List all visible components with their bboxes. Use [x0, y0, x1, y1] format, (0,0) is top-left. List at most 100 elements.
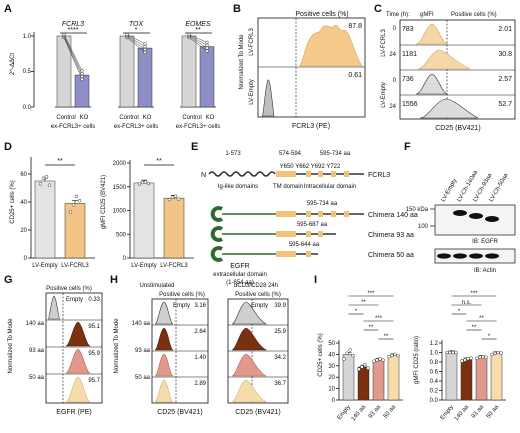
i-right-xtick-label: 93 aa — [471, 404, 486, 420]
c-col-time: Time (h): — [386, 12, 410, 18]
a-pair-line — [188, 34, 208, 43]
c-plot-frame — [399, 19, 516, 120]
d-right-point — [176, 197, 181, 201]
e-ch50-egfr-head — [210, 246, 224, 262]
i-right-y-axis-label: gMFI CD25 (ratio) — [414, 336, 420, 384]
a-bar-eomes-ko — [199, 46, 215, 108]
a-point-control — [62, 32, 66, 37]
a-ytick-2: 1.0 — [23, 34, 32, 40]
i-left-sig-label: ** — [369, 325, 374, 331]
f-actin-1 — [437, 253, 451, 259]
d-right-point — [137, 182, 142, 186]
g-y-axis-label: Normalized To Mode — [8, 318, 14, 374]
a-pair-line — [126, 35, 146, 47]
h-unstim-value-140: 2.64 — [194, 329, 206, 335]
a-point-ko — [80, 71, 84, 76]
h-y-axis-label: Normalized To Mode — [114, 318, 120, 374]
e-itim-2 — [318, 171, 323, 177]
panel-label-e: E — [191, 141, 198, 153]
e-ch93-tm — [276, 231, 296, 237]
g-hist-50 — [65, 376, 91, 403]
f-actin-2 — [453, 253, 467, 259]
d-right-point — [167, 197, 172, 202]
e-egfr-range: (1-654 aa) — [226, 280, 254, 286]
d-left-point — [77, 198, 82, 203]
a-cond-control-1: Control — [56, 115, 75, 121]
i-left-point — [360, 365, 364, 369]
panel-e: 1-573 574-594 595-734 aa Y650 Y662 Y692 … — [201, 151, 418, 286]
i-right-point — [481, 355, 485, 359]
h-stim-x-label: CD25 (BV421) — [235, 409, 281, 416]
i-left-point — [345, 351, 349, 356]
b-plot-frame — [257, 17, 366, 118]
e-range-ig: 1-573 — [225, 151, 241, 157]
c-histogram-2 — [415, 73, 449, 95]
d-left-point — [44, 175, 49, 179]
h-stim-hist-50 — [231, 379, 268, 403]
a-bar-group — [31, 32, 216, 108]
e-n-terminus: N — [201, 172, 206, 179]
d-left-sig: ** — [57, 158, 63, 165]
i-right-point — [499, 351, 503, 355]
a-point-ko — [80, 69, 84, 73]
a-bar-tox-ko — [137, 47, 153, 108]
i-left-ytick-label: 50 — [328, 341, 335, 347]
i-left-ytick-label: 30 — [328, 364, 335, 370]
e-itim-4 — [344, 171, 349, 177]
d-left-bar — [64, 203, 86, 259]
d-right-y-axis-label: gMFI CD25 (BV421) — [101, 175, 107, 229]
e-ch140-egfr-head — [210, 206, 224, 222]
e-ch140-range: 595-734 aa — [307, 201, 338, 207]
h-stim-value-93: 34.2 — [274, 355, 286, 361]
h-stim-value-50: 36.7 — [274, 381, 286, 387]
f-blot-egfr — [434, 204, 516, 236]
a-sig-tox: * — [135, 27, 138, 34]
c-x-axis-label: CD25 (BV421) — [435, 125, 481, 132]
g-plot-frame — [45, 292, 103, 404]
e-ch93-egfr-head — [210, 226, 224, 242]
b-row-lv-fcrl3: LV-FCRL3 — [249, 28, 255, 56]
d-left-point — [71, 203, 76, 207]
c-col-gmfi: gMFI — [420, 12, 434, 18]
h-unstim-value-empty: 3.16 — [194, 303, 206, 309]
a-sig-eomes: ** — [195, 27, 201, 34]
i-left-point — [390, 353, 394, 358]
d-right-point — [140, 180, 145, 185]
d-right-ytick-label: 500 — [116, 232, 127, 238]
c-col-positive: Positive cells (%) — [451, 12, 497, 18]
i-right-point — [496, 350, 500, 355]
i-right-point — [493, 351, 497, 356]
b-row-lv-empty: LV-Empty — [249, 79, 255, 105]
d-right-ytick-label: 0 — [123, 256, 127, 262]
i-left-sig-label: * — [355, 309, 358, 315]
i-left-point — [387, 354, 391, 359]
b-value-lv-empty: 0.61 — [348, 72, 362, 79]
panel-d: CD25+ cells (%) gMFI CD25 (BV421) 0 20 40 6… — [10, 157, 194, 269]
i-right-sig-label: * — [488, 334, 491, 340]
f-marker-100: 100 — [418, 224, 429, 230]
i-right-bar — [460, 359, 473, 401]
i-right-point — [466, 356, 470, 361]
b-header: Positive cells (%) — [295, 11, 348, 18]
e-ch93-itim-1 — [306, 231, 311, 237]
h-row-50: 50 aa — [135, 375, 151, 381]
e-residues: Y650 Y662 Y692 Y722 — [280, 164, 341, 170]
b-histogram-lv-fcrl3 — [299, 24, 363, 67]
i-right-point — [478, 355, 482, 359]
i-right-ytick-label: 0.8 — [430, 360, 439, 366]
e-ig-domains-coil — [208, 171, 276, 177]
f-ib-actin: IB: Actin — [474, 268, 496, 274]
c-pos-0: 2.01 — [498, 26, 512, 33]
i-right-point — [463, 358, 467, 362]
g-hist-140 — [65, 321, 91, 347]
d-right-xtick-label: LV-FCRL3 — [160, 263, 188, 269]
panel-a: 2^-ΔΔCt 0.0 0.5 1.0 FCRL3 TOX EOMES ****… — [10, 21, 220, 130]
a-cond-control-2: Control — [119, 115, 138, 121]
e-ch140-name: Chimera 140 aa — [368, 212, 418, 219]
d-left-point — [68, 210, 73, 214]
c-gmfi-2: 736 — [402, 76, 414, 83]
a-point-ko — [143, 47, 147, 52]
c-time-0: 0 — [393, 26, 397, 32]
i-right-sig-label: n.s. — [462, 300, 472, 306]
